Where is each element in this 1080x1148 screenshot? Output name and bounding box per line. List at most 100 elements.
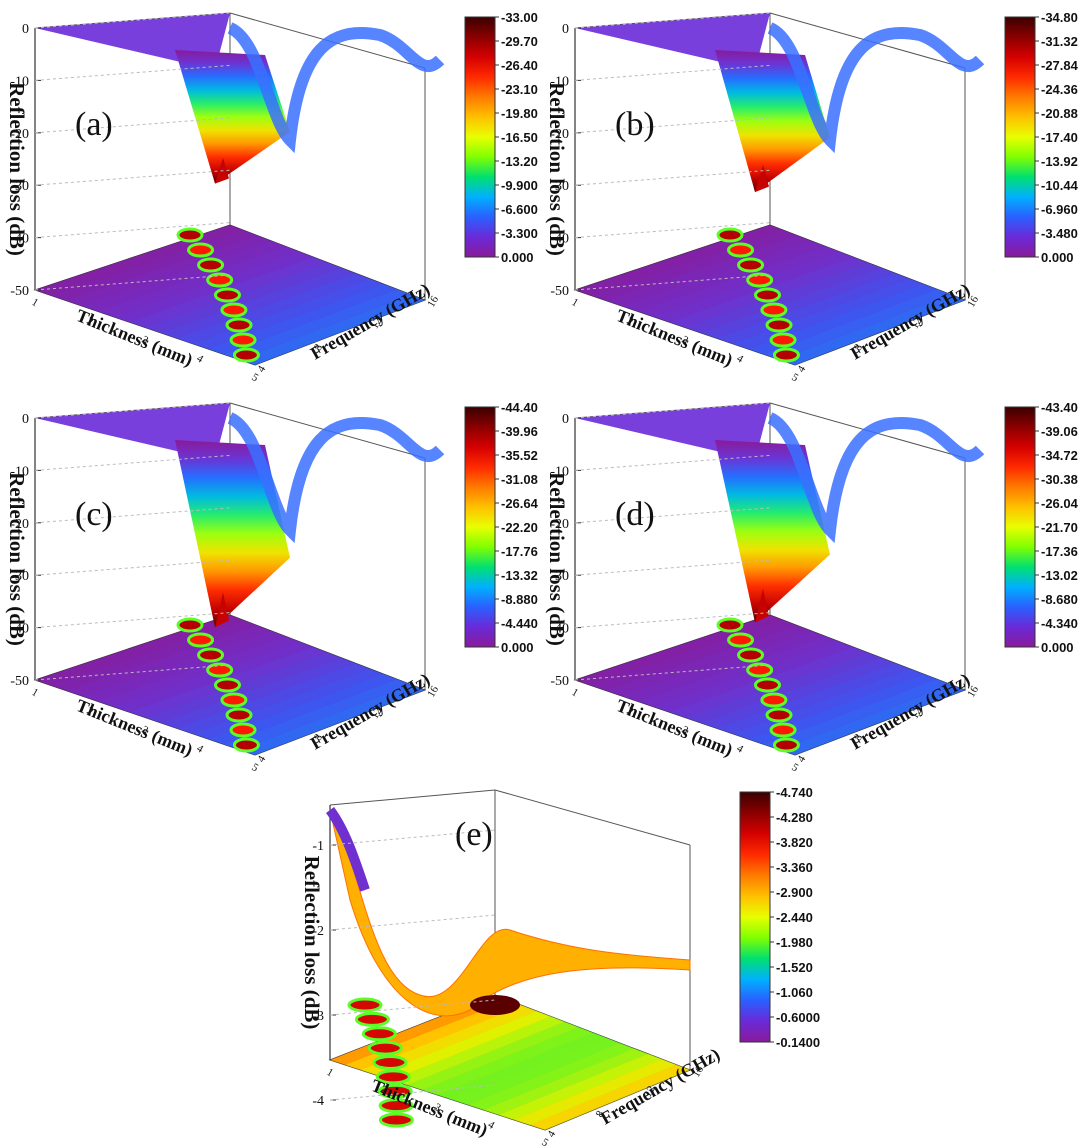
- colorbar-tick-label: -4.280: [776, 810, 813, 825]
- x-tick-label: 3: [140, 724, 151, 737]
- x-tick-label: 5: [250, 761, 261, 774]
- y-tick-label: 4: [545, 1128, 558, 1139]
- colorbar-tick-label: -16.50: [501, 130, 538, 145]
- colorbar-tick-label: -17.76: [501, 544, 538, 559]
- surface: [575, 13, 985, 193]
- colorbar-rect: [1004, 406, 1036, 648]
- grid-line: [34, 402, 231, 419]
- ridge-spot: [378, 1112, 414, 1128]
- x-tick-label: 2: [625, 705, 636, 718]
- grid-line: [34, 222, 231, 239]
- x-tick-label: 1: [570, 686, 581, 699]
- floor-band: [700, 657, 896, 729]
- back-top-line: [329, 789, 496, 806]
- colorbar-tick-label: -13.02: [1041, 568, 1078, 583]
- panel-c: 0 -10 -20 -30 -40 -50 Reflection loss (dB) 1 2 3 4…: [0, 390, 540, 780]
- colorbar-tick-label: -35.52: [501, 448, 538, 463]
- colorbar-tick-label: -1.060: [776, 985, 813, 1000]
- ridge-spot: [377, 1083, 413, 1099]
- y-tick-label: 8: [312, 342, 325, 353]
- x-tick-label: 1: [325, 1066, 336, 1079]
- ridge-spot: [354, 1011, 390, 1027]
- floor-band: [406, 1021, 579, 1090]
- floor-band: [239, 684, 425, 755]
- colorbar-tick-label: -27.84: [1041, 58, 1079, 73]
- floor-ridge: [716, 617, 800, 753]
- z-tick-label: -50: [10, 284, 29, 299]
- floor-band: [66, 235, 272, 307]
- colorbar-tick-label: -6.960: [1041, 202, 1078, 217]
- colorbar-tick-label: 0.000: [1041, 250, 1074, 265]
- ridge-spot: [197, 647, 225, 663]
- colorbar-tick-label: -17.40: [1041, 130, 1078, 145]
- ridge-spot: [727, 632, 755, 648]
- y-tick-label: 12: [642, 1084, 658, 1100]
- x-tick-label: 2: [625, 315, 636, 328]
- z-tick-label: -40: [10, 232, 29, 247]
- floor-band: [716, 663, 910, 734]
- colorbar-tick-label: -30.38: [1041, 472, 1078, 487]
- floor-band: [498, 1053, 663, 1120]
- colorbar-tick-label: -10.44: [1041, 178, 1079, 193]
- floor-band: [452, 1037, 621, 1105]
- floor-band: [779, 684, 965, 755]
- floor-band: [422, 1027, 593, 1095]
- floor-band: [437, 1032, 607, 1100]
- floor-band: [622, 241, 826, 312]
- surface-spike: [215, 592, 229, 628]
- colorbar-tick-label: -2.440: [776, 910, 813, 925]
- colorbar-tick-label: -3.820: [776, 835, 813, 850]
- floor-band: [653, 641, 854, 713]
- ridge-spot: [213, 287, 241, 303]
- ridge-spot: [760, 692, 788, 708]
- x-tick-label: 5: [790, 761, 801, 774]
- ridge-spot: [737, 257, 765, 273]
- colorbar-tick-label: -23.10: [501, 82, 538, 97]
- colorbar-tick-label: 0.000: [501, 640, 534, 655]
- surface-spike: [755, 588, 769, 623]
- grid-line: [34, 559, 231, 576]
- floor-band: [376, 1011, 551, 1080]
- floor-band: [82, 241, 286, 312]
- panel-a: 0 -10 -20 -30 -40 -50 Reflection loss (dB) 1 2 3 4…: [0, 0, 540, 385]
- colorbar: -44.40 -39.96 -35.52 -31.08 -26.64 -22.20 -17.…: [464, 400, 539, 655]
- z-tick-label: 0: [562, 412, 569, 427]
- y-tick-label: 12: [909, 706, 925, 722]
- floor-band: [145, 262, 342, 333]
- ridge-spot: [229, 332, 257, 348]
- ridge-spot: [347, 997, 383, 1013]
- floor-band: [145, 652, 342, 723]
- ridge-spot: [760, 302, 788, 318]
- floor-band: [223, 289, 412, 360]
- y-tick-label: 8: [312, 732, 325, 743]
- colorbar-tick-label: -13.20: [501, 154, 538, 169]
- z-tick-label: -30: [10, 569, 29, 584]
- floor-ridge: [176, 227, 260, 363]
- colorbar-tick-label: -20.88: [1041, 106, 1078, 121]
- grid-line: [574, 12, 771, 29]
- surface-sheet: [329, 809, 691, 1017]
- floor-ridge: [716, 227, 800, 363]
- z-tick-label: -30: [10, 179, 29, 194]
- grid-line: [329, 999, 496, 1016]
- z-tick-label: -40: [550, 622, 569, 637]
- floor-band: [763, 679, 952, 750]
- grid-line: [574, 664, 771, 681]
- floor-band: [97, 636, 300, 707]
- floor-band: [113, 641, 314, 713]
- grid-line: [34, 664, 231, 681]
- floor-band: [483, 1048, 649, 1115]
- ridge-spot: [367, 1040, 403, 1056]
- colorbar-tick-label: -43.40: [1041, 400, 1078, 415]
- ridge-spot: [737, 647, 765, 663]
- x-tick-label: 1: [30, 686, 41, 699]
- x-tick-label: 1: [30, 296, 41, 309]
- colorbar-tick-label: -4.440: [501, 616, 538, 631]
- colorbar-tick-label: -33.00: [501, 10, 538, 25]
- grid-line: [329, 1084, 496, 1101]
- z-tick-label: -50: [550, 674, 569, 689]
- z-tick-label: -10: [10, 74, 29, 89]
- surface-spike: [755, 164, 769, 193]
- ridge-spot: [772, 737, 800, 753]
